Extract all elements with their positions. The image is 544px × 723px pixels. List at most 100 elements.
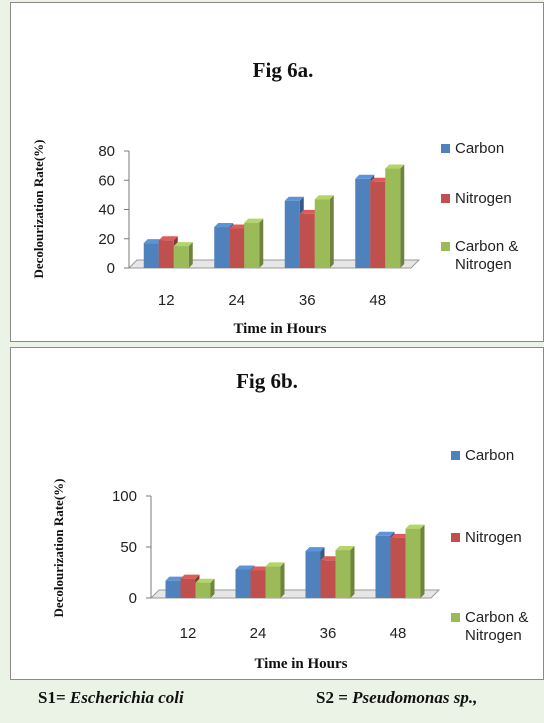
legend-label: Carbon: [455, 140, 504, 157]
legend-label: Nitrogen: [465, 529, 522, 546]
legend-label: Nitrogen: [455, 190, 512, 207]
chart-title: Fig 6a.: [253, 58, 314, 82]
bar-front: [385, 168, 401, 268]
bar-top: [180, 574, 200, 579]
legend-item-nitrogen: Nitrogen: [441, 190, 512, 207]
bar-front: [265, 566, 281, 598]
bar-top: [143, 239, 163, 244]
bar-side: [280, 562, 285, 598]
y-tick-label: 0: [107, 260, 115, 277]
legend-label: Carbon: [465, 447, 514, 464]
bar-top: [375, 531, 395, 536]
bar-side: [400, 164, 405, 268]
bar-front: [284, 200, 300, 268]
bar-front: [195, 582, 211, 598]
x-tick-label: 12: [180, 625, 197, 642]
bar-front: [305, 551, 321, 598]
bar-top: [265, 562, 285, 567]
x-tick-label: 24: [250, 625, 267, 642]
species-s2: S2 = Pseudomonas sp.,: [316, 688, 477, 708]
bar-top: [314, 195, 334, 200]
bar-top: [284, 196, 304, 201]
bar-top: [195, 578, 215, 583]
legend-swatch: [451, 613, 460, 622]
y-tick-label: 40: [98, 202, 115, 219]
legend-item-carbon: Carbon: [441, 140, 504, 157]
bar-top: [250, 566, 270, 571]
s1-prefix: S1=: [38, 688, 70, 707]
bar-36-carbon-nitrogen: [335, 546, 355, 598]
bar-side: [420, 524, 425, 598]
legend-swatch: [441, 144, 450, 153]
y-tick-label: 0: [129, 590, 137, 607]
legend-item-carbon-nitrogen: Carbon &Nitrogen: [441, 238, 518, 273]
bar-top: [165, 576, 185, 581]
legend-swatch: [451, 533, 460, 542]
legend-label-line2: Nitrogen: [465, 627, 522, 644]
bar-side: [188, 242, 193, 268]
legend-item-carbon-nitrogen: Carbon &Nitrogen: [451, 609, 528, 644]
bar-top: [320, 556, 340, 561]
bar-front: [143, 243, 159, 268]
bar-side: [350, 546, 355, 598]
species-footer: S1= Escherichia coli S2 = Pseudomonas sp…: [0, 684, 544, 714]
s1-name: Escherichia coli: [69, 688, 184, 707]
bar-front: [314, 199, 330, 268]
chart-title: Fig 6b.: [236, 369, 298, 393]
legend-swatch: [441, 194, 450, 203]
bar-side: [259, 218, 264, 268]
bar-12-carbon-nitrogen: [173, 242, 193, 268]
x-axis-label: Time in Hours: [254, 656, 347, 672]
bar-top: [229, 224, 249, 229]
x-axis-label: Time in Hours: [233, 321, 326, 337]
bar-front: [335, 550, 351, 598]
bar-top: [355, 174, 375, 179]
bar-front: [355, 178, 371, 268]
legend-swatch: [451, 451, 460, 460]
chart-panel-6a: Fig 6a. Decolourization Rate(%) 0 20 40 60 80 1…: [10, 2, 544, 342]
legend-label: Carbon &: [465, 609, 528, 626]
chart-6a: Fig 6a. Decolourization Rate(%) 0 20 40 60 80 1…: [31, 58, 518, 337]
bar-top: [299, 209, 319, 214]
bar-front: [370, 181, 386, 268]
chart-panel-6b: Fig 6b. Decolourization Rate(%) 0 50 100 12 24…: [10, 347, 544, 680]
bar-top: [235, 565, 255, 570]
y-tick-label: 50: [120, 539, 137, 556]
bar-12-carbon-nitrogen: [195, 578, 215, 598]
bar-36-carbon-nitrogen: [314, 195, 334, 268]
bar-front: [158, 240, 174, 268]
bar-front: [214, 227, 230, 268]
bar-top: [214, 223, 234, 228]
legend-item-carbon: Carbon: [451, 447, 514, 464]
y-tick-label: 20: [98, 231, 115, 248]
bar-top: [390, 533, 410, 538]
y-axis-label: Decolourization Rate(%): [51, 479, 66, 618]
bar-48-carbon-nitrogen: [385, 164, 405, 268]
s2-prefix: S2 =: [316, 688, 353, 707]
bar-front: [173, 246, 189, 268]
legend-label: Carbon &: [455, 238, 518, 255]
bar-front: [390, 537, 406, 598]
chart-6b: Fig 6b. Decolourization Rate(%) 0 50 100 12 24…: [51, 369, 528, 672]
y-tick-label: 100: [112, 488, 137, 505]
bar-front: [320, 560, 336, 598]
species-s1: S1= Escherichia coli: [38, 688, 184, 708]
bar-top: [370, 177, 390, 182]
legend-label-line2: Nitrogen: [455, 256, 512, 273]
bar-front: [375, 535, 391, 598]
legend-swatch: [441, 242, 450, 251]
bar-front: [244, 222, 260, 268]
s2-name: Pseudomonas sp.,: [352, 688, 478, 707]
bar-side: [329, 195, 334, 268]
bar-24-carbon-nitrogen: [265, 562, 285, 598]
x-tick-label: 48: [390, 625, 407, 642]
bar-top: [158, 236, 178, 241]
bar-front: [250, 570, 266, 598]
bar-front: [229, 228, 245, 268]
bar-side: [210, 578, 215, 598]
bar-top: [335, 546, 355, 551]
bar-24-carbon-nitrogen: [244, 218, 264, 268]
bar-48-carbon-nitrogen: [405, 524, 425, 598]
bar-front: [299, 213, 315, 268]
y-tick-label: 80: [98, 143, 115, 160]
